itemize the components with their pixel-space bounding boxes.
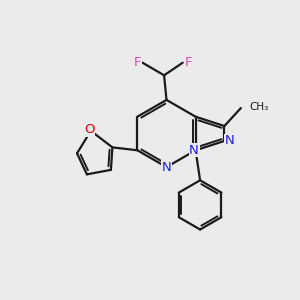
Text: F: F — [184, 56, 192, 69]
Text: N: N — [189, 144, 199, 157]
Text: N: N — [225, 134, 235, 148]
Text: N: N — [162, 160, 171, 174]
Text: F: F — [134, 56, 141, 69]
Text: O: O — [84, 123, 94, 136]
Text: CH₃: CH₃ — [249, 101, 268, 112]
